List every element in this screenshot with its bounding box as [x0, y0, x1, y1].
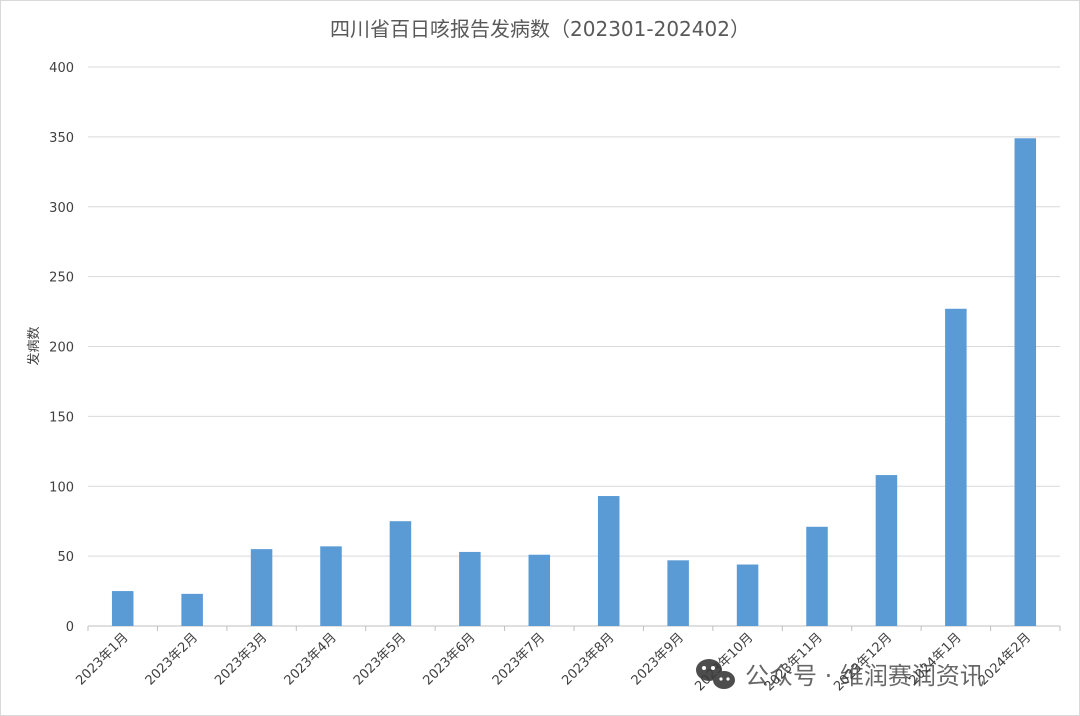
x-tick-label: 2023年9月: [629, 630, 687, 688]
bar: [389, 521, 412, 626]
x-tick-label: 2024年2月: [976, 630, 1034, 688]
bar: [111, 591, 134, 626]
bar: [528, 554, 551, 626]
y-tick-label: 250: [49, 271, 74, 286]
x-tick-label: 2023年2月: [143, 630, 201, 688]
watermark-text: 公众号 · 维润赛润资讯: [745, 662, 984, 690]
bar: [736, 564, 759, 626]
bar: [875, 475, 898, 626]
bar: [250, 549, 273, 626]
bar: [945, 308, 967, 626]
bar: [459, 551, 481, 626]
x-tick-label: 2023年8月: [559, 630, 617, 688]
x-tick-label: 2023年6月: [420, 630, 478, 688]
bar: [181, 593, 203, 626]
y-tick-label: 200: [49, 341, 74, 356]
x-tick-label: 2023年1月: [73, 630, 131, 688]
bar: [1014, 138, 1037, 626]
bar: [806, 526, 828, 626]
y-tick-label: 300: [49, 201, 74, 216]
y-axis-label: 发病数: [26, 326, 42, 365]
bar: [597, 496, 620, 626]
y-tick-label: 0: [66, 620, 74, 635]
chart-title: 四川省百日咳报告发病数（202301-202402）: [330, 17, 750, 41]
y-tick-label: 350: [49, 131, 74, 146]
x-tick-label: 2023年3月: [212, 630, 270, 688]
bar: [320, 546, 342, 626]
y-tick-label: 400: [49, 61, 74, 76]
gridlines: [87, 66, 1061, 631]
x-tick-label: 2023年4月: [282, 630, 340, 688]
wechat-icon: [696, 659, 735, 689]
bars: [111, 138, 1037, 626]
y-tick-labels: 0 50 100 150 200 250 300 350 400: [49, 61, 74, 635]
y-tick-label: 50: [57, 550, 74, 565]
y-tick-label: 100: [49, 480, 74, 495]
watermark: 公众号 · 维润赛润资讯: [696, 659, 984, 690]
x-tick-label: 2023年5月: [351, 630, 409, 688]
bar: [667, 560, 689, 626]
x-tick-label: 2023年7月: [490, 630, 548, 688]
y-tick-label: 150: [49, 410, 74, 425]
